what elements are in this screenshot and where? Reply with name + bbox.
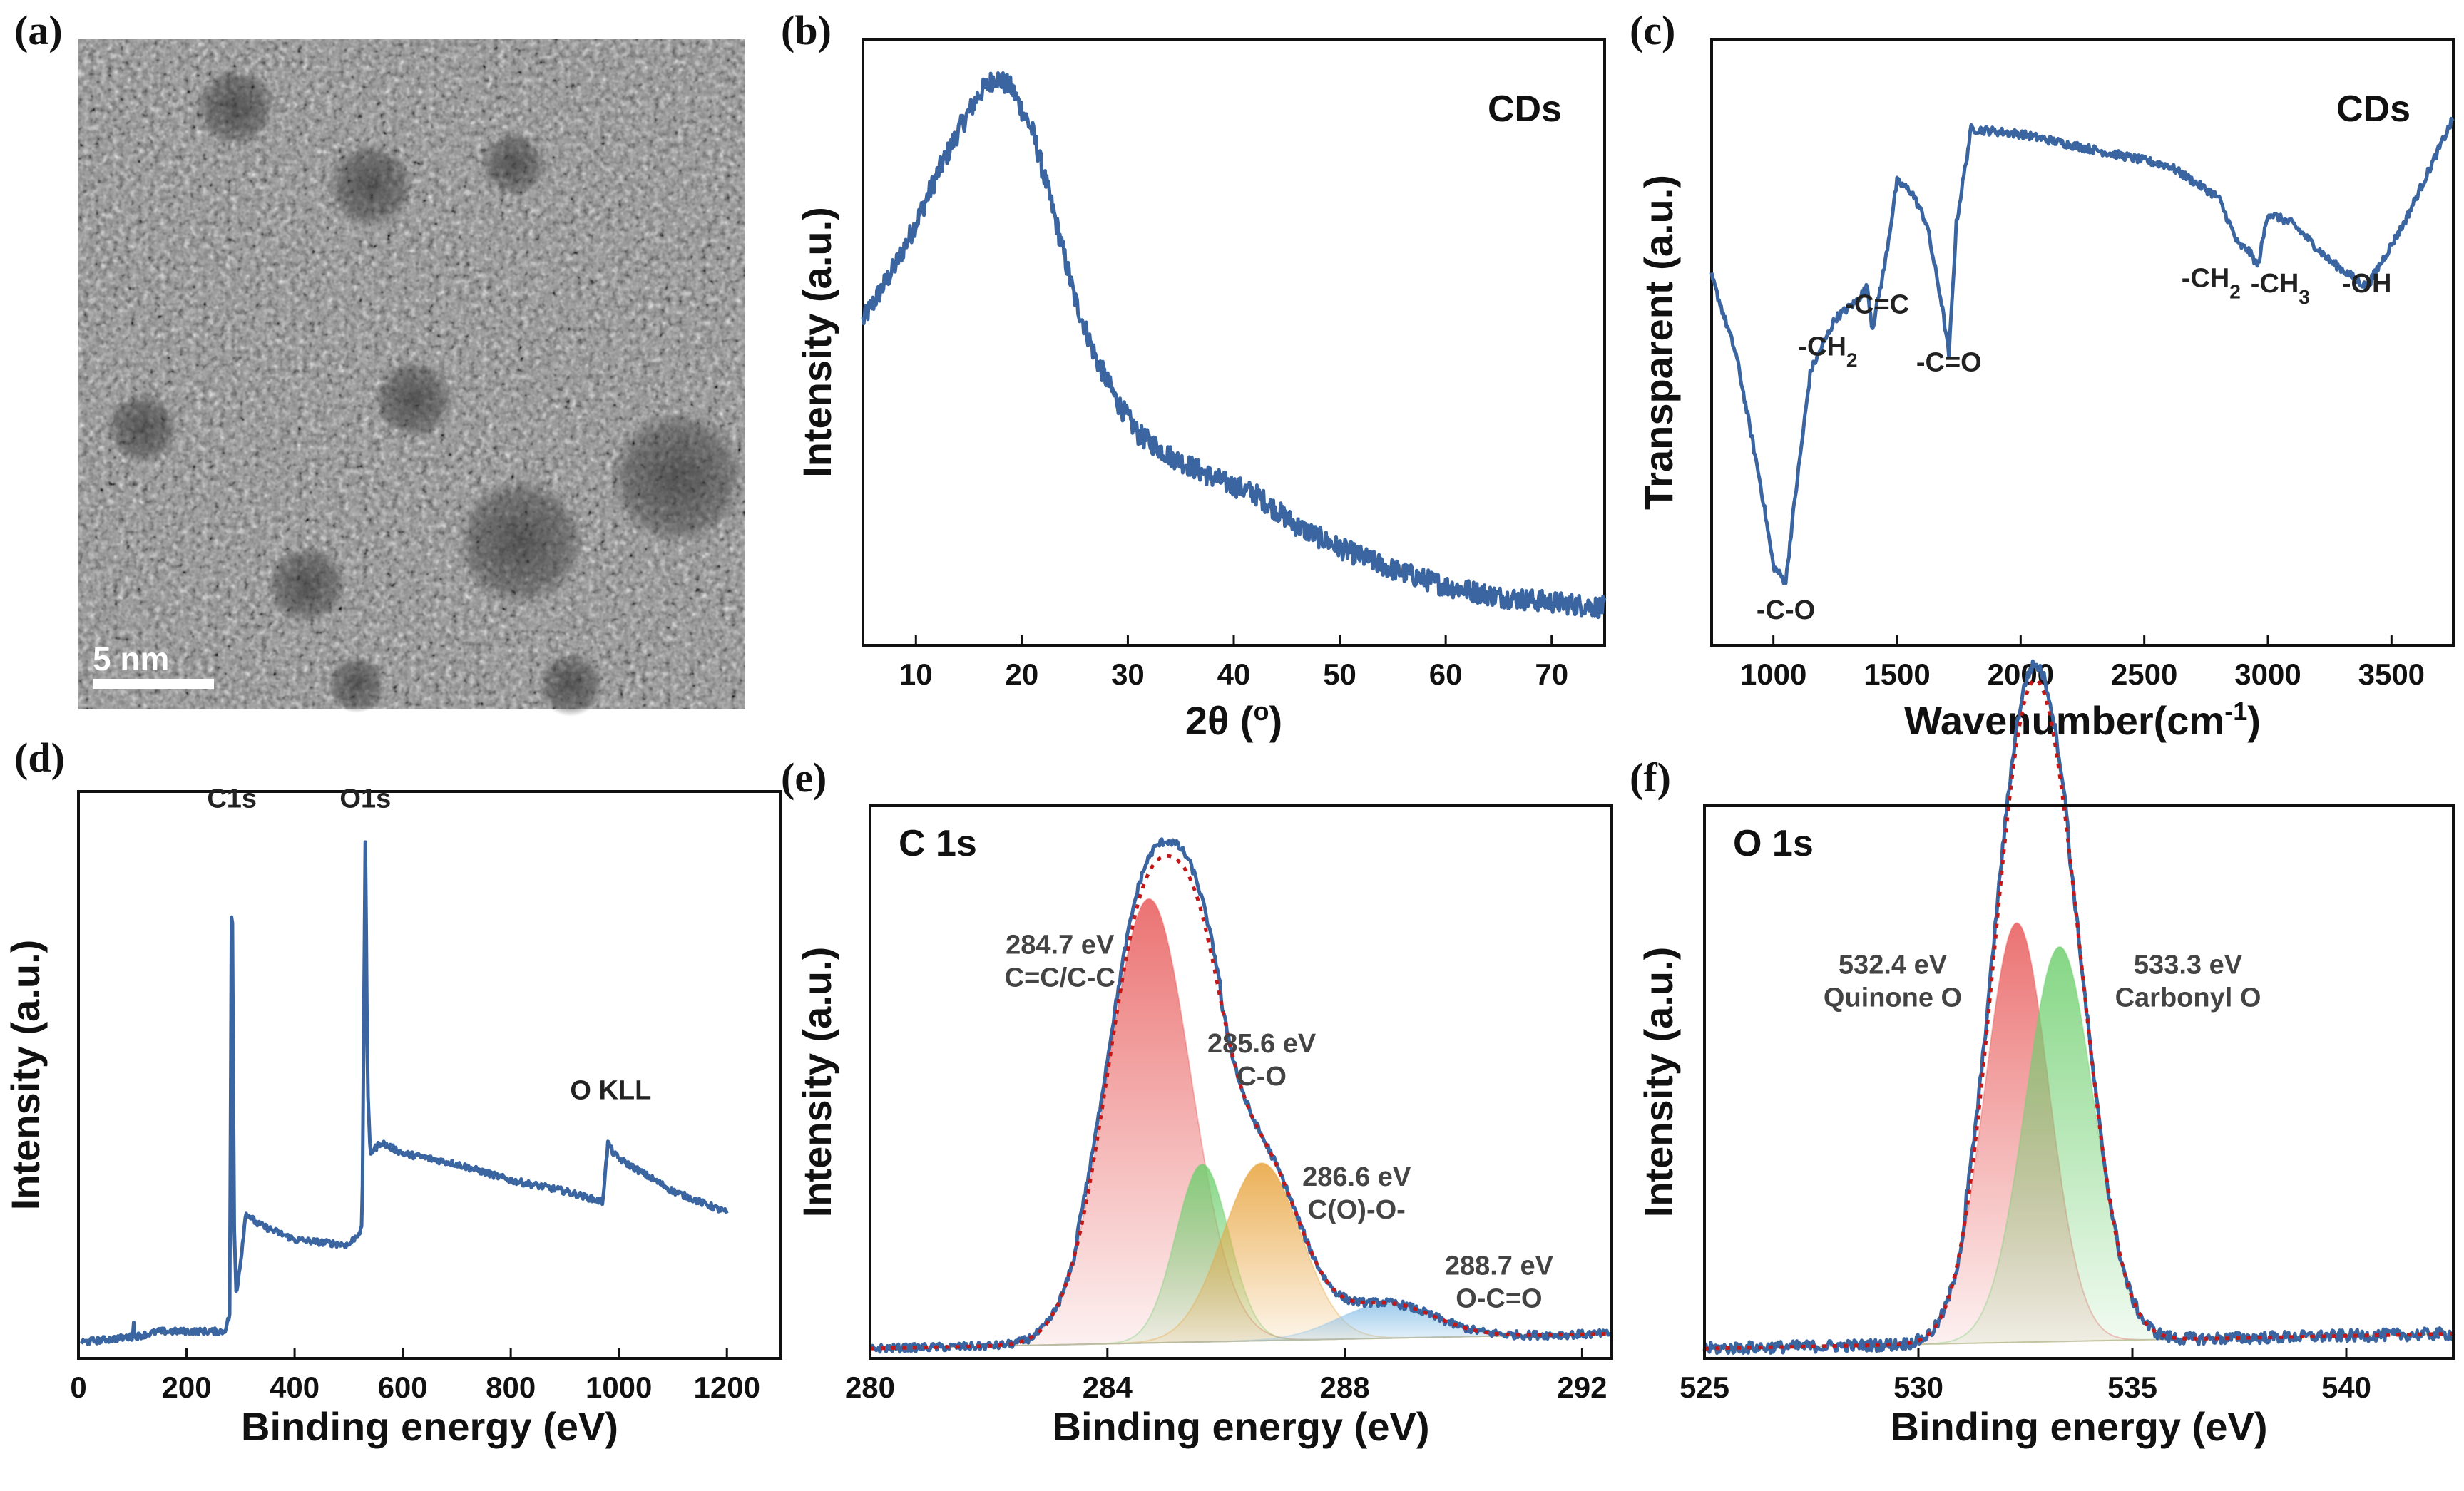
y-axis-title: Intensity (a.u.) [794, 207, 839, 478]
x-tick-label: 40 [1217, 657, 1251, 691]
x-tick-label: 292 [1557, 1370, 1607, 1404]
y-axis-title: Intensity (a.u.) [3, 940, 48, 1211]
x-axis-title: Binding energy (eV) [241, 1404, 618, 1449]
peak-label: -C=C [1845, 290, 1909, 319]
peak-label: -CH3 [2251, 269, 2310, 308]
x-tick-label: 1000 [1740, 657, 1806, 691]
x-axis-title: 2θ (o) [1185, 697, 1282, 744]
x-tick-label: 535 [2107, 1370, 2157, 1404]
x-tick-label: 540 [2321, 1370, 2371, 1404]
plot-frame [1703, 804, 2455, 1360]
subscript: 2 [2229, 280, 2241, 302]
peak-label: 286.6 eV [1302, 1162, 1411, 1192]
peak-label: O1s [339, 784, 391, 814]
peak-label: C-O [1237, 1062, 1287, 1092]
chart-title: CDs [2336, 88, 2411, 130]
x-tick-label: 3000 [2234, 657, 2301, 691]
peak-label: Carbonyl O [2115, 983, 2261, 1013]
scale-bar [93, 679, 214, 689]
x-tick-label: 50 [1323, 657, 1356, 691]
chart-e-xps-c1s: 280 284 288 292 Binding energy (eV) Intensity… [794, 804, 1613, 1449]
y-axis-title: Transparent (a.u.) [1636, 175, 1681, 510]
panel-letter-f: (f) [1630, 754, 1671, 801]
peak-label: -CH2 [2182, 263, 2241, 302]
x-tick-label: 0 [70, 1370, 86, 1404]
panel-letter-c: (c) [1630, 7, 1675, 53]
x-tick-label: 284 [1083, 1370, 1133, 1404]
peak-label: -OH [2342, 269, 2392, 299]
peak-label: 284.7 eV [1006, 931, 1115, 960]
chart-title: CDs [1488, 88, 1562, 130]
peak-label: Quinone O [1824, 983, 1962, 1013]
y-axis-title: Intensity (a.u.) [794, 947, 839, 1218]
tem-image: 5 nm [78, 39, 745, 717]
x-tick-label: 200 [161, 1370, 211, 1404]
peak-label: O KLL [570, 1076, 651, 1106]
x-tick-label: 30 [1111, 657, 1145, 691]
plot-frame [869, 804, 1613, 1360]
x-axis-title: Binding energy (eV) [1053, 1404, 1430, 1449]
series-line [1709, 116, 2455, 585]
subscript: 2 [1846, 349, 1858, 371]
peak-label: -CH2 [1798, 332, 1857, 371]
series-line [861, 71, 1607, 620]
x-tick-label: 70 [1535, 657, 1568, 691]
x-axis-title: Binding energy (eV) [1891, 1404, 2268, 1449]
peak-label: C1s [207, 784, 257, 814]
x-tick-label: 600 [378, 1370, 428, 1404]
chart-title: C 1s [899, 823, 977, 864]
peak-label: C(O)-O- [1308, 1195, 1406, 1225]
peak-label: 285.6 eV [1207, 1029, 1317, 1059]
peak-label: 533.3 eV [2134, 950, 2243, 980]
panel-letter-d: (d) [14, 734, 65, 781]
x-tick-label: 280 [845, 1370, 895, 1404]
x-tick-label: 2500 [2111, 657, 2177, 691]
peak-label: O-C=O [1456, 1284, 1542, 1313]
unit-superscript: -1 [2224, 697, 2247, 726]
x-tick-label: 800 [486, 1370, 536, 1404]
x-tick-label: 400 [270, 1370, 319, 1404]
scale-bar-label: 5 nm [93, 640, 169, 677]
panel-letter-a: (a) [14, 7, 63, 53]
series-line [1702, 659, 2455, 1356]
x-tick-label: 525 [1680, 1370, 1729, 1404]
x-tick-label: 20 [1005, 657, 1038, 691]
peak-label: -C=O [1916, 348, 1982, 378]
subscript: 3 [2299, 285, 2310, 307]
peak-label: C=C/C-C [1005, 963, 1115, 993]
chart-c-ftir: 1000 1500 2000 2500 3000 3500Wavenumber(cm-1)… [1636, 38, 2455, 744]
x-tick-label: 3500 [2358, 657, 2425, 691]
plot-frame [77, 790, 782, 1360]
chart-f-xps-o1s: 525 530 535 540 Binding energy (eV) Intensity… [1636, 659, 2455, 1449]
series-line [79, 840, 729, 1346]
peak-label: 532.4 eV [1839, 950, 1948, 980]
peak-label: -C-O [1757, 595, 1815, 625]
chart-d-xps-survey: 0 200 400 600 800 1000 1200 Binding energy (eV)… [3, 784, 782, 1449]
peak-label: 288.7 eV [1445, 1251, 1554, 1281]
x-tick-label: 1200 [694, 1370, 760, 1404]
plot-frame [862, 38, 1606, 647]
component-peak [1704, 946, 2453, 1350]
degree-superscript: o [1253, 697, 1269, 726]
x-tick-label: 60 [1429, 657, 1463, 691]
x-tick-label: 1000 [586, 1370, 652, 1404]
fit-envelope [869, 854, 1612, 1351]
panel-letter-b: (b) [781, 7, 832, 53]
x-tick-label: 10 [899, 657, 933, 691]
plot-frame [1710, 38, 2455, 647]
x-axis-title: Wavenumber(cm-1) [1904, 697, 2261, 744]
component-peak [869, 1162, 1612, 1350]
panel-letter-e: (e) [781, 754, 827, 801]
x-tick-label: 288 [1320, 1370, 1370, 1404]
chart-b-xrd: 10 20 30 40 50 60 70 2θ (o) Intensity (a.u.) CDs [794, 38, 1607, 744]
x-tick-label: 1500 [1864, 657, 1930, 691]
x-tick-label: 530 [1893, 1370, 1943, 1404]
chart-title: O 1s [1733, 823, 1814, 864]
y-axis-title: Intensity (a.u.) [1636, 947, 1681, 1218]
